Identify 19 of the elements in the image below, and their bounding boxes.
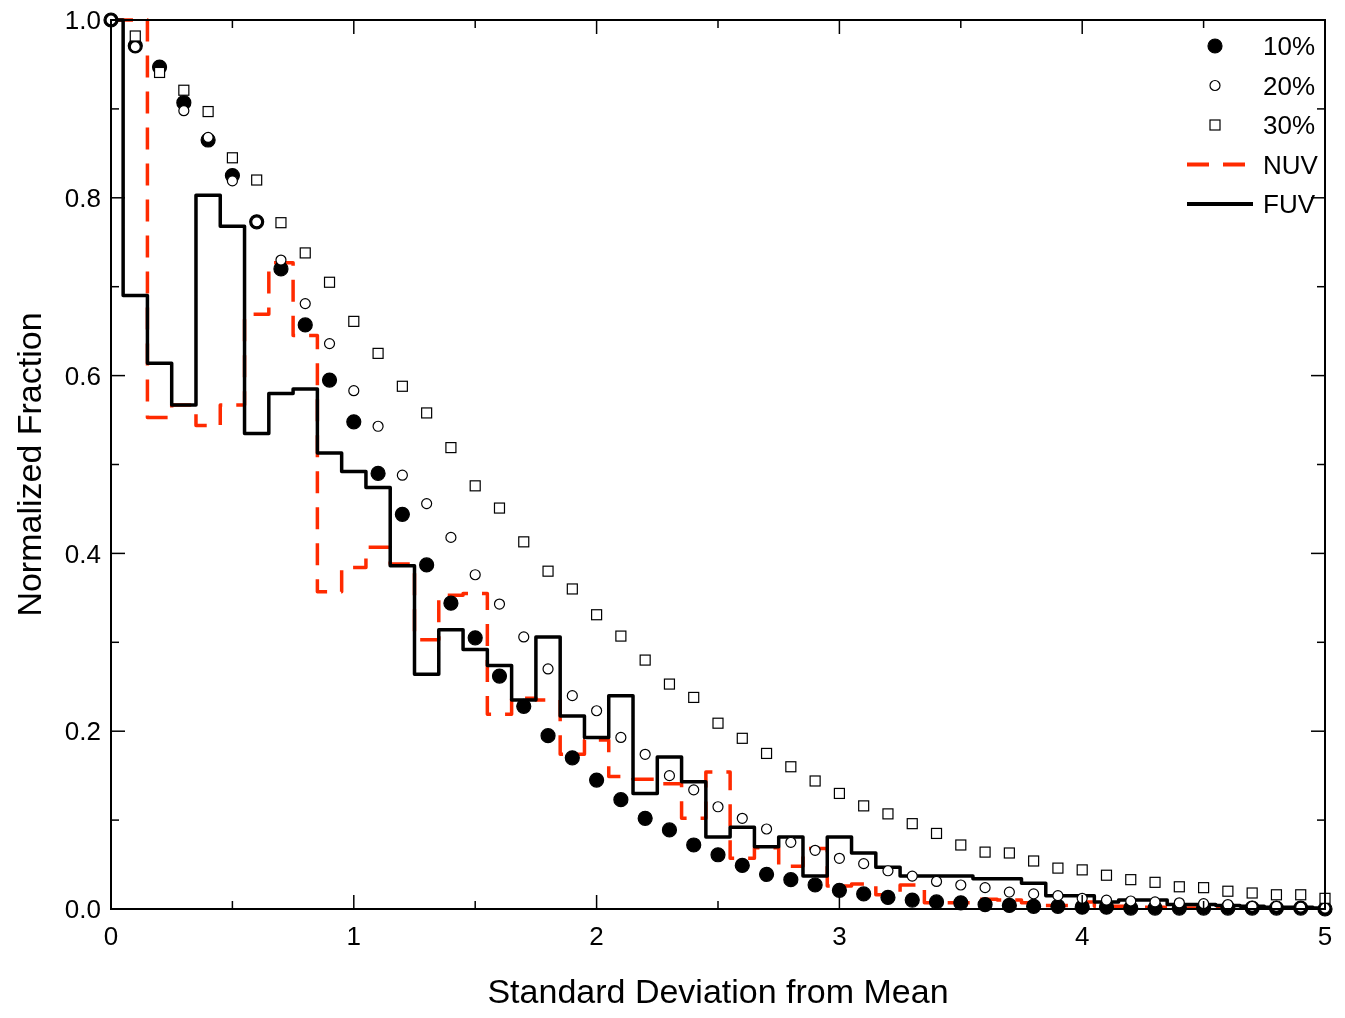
x-tick-label: 4 — [1074, 921, 1090, 951]
legend-label: 30% — [1263, 110, 1316, 141]
y-tick-label: 0.6 — [64, 360, 101, 391]
legend-label: 20% — [1263, 70, 1316, 101]
y-tick-label: 0.0 — [64, 894, 101, 925]
x-axis-title: Standard Deviation from Mean — [487, 972, 949, 1010]
legend-label: 10% — [1263, 31, 1316, 62]
y-tick-label: 0.8 — [64, 182, 101, 213]
x-tick-label: 1 — [346, 921, 362, 951]
y-axis-title: Normalized Fraction — [10, 312, 48, 617]
x-tick-label: 2 — [589, 921, 604, 951]
legend-label: NUV — [1263, 149, 1319, 180]
x-tick-label: 3 — [832, 921, 847, 951]
y-tick-label: 0.4 — [64, 538, 101, 569]
legend-label: FUV — [1263, 189, 1316, 220]
x-tick-label: 5 — [1317, 921, 1333, 951]
x-tick-label: 0 — [103, 921, 119, 951]
y-tick-label: 1.0 — [64, 5, 101, 36]
y-tick-label: 0.2 — [64, 716, 101, 747]
